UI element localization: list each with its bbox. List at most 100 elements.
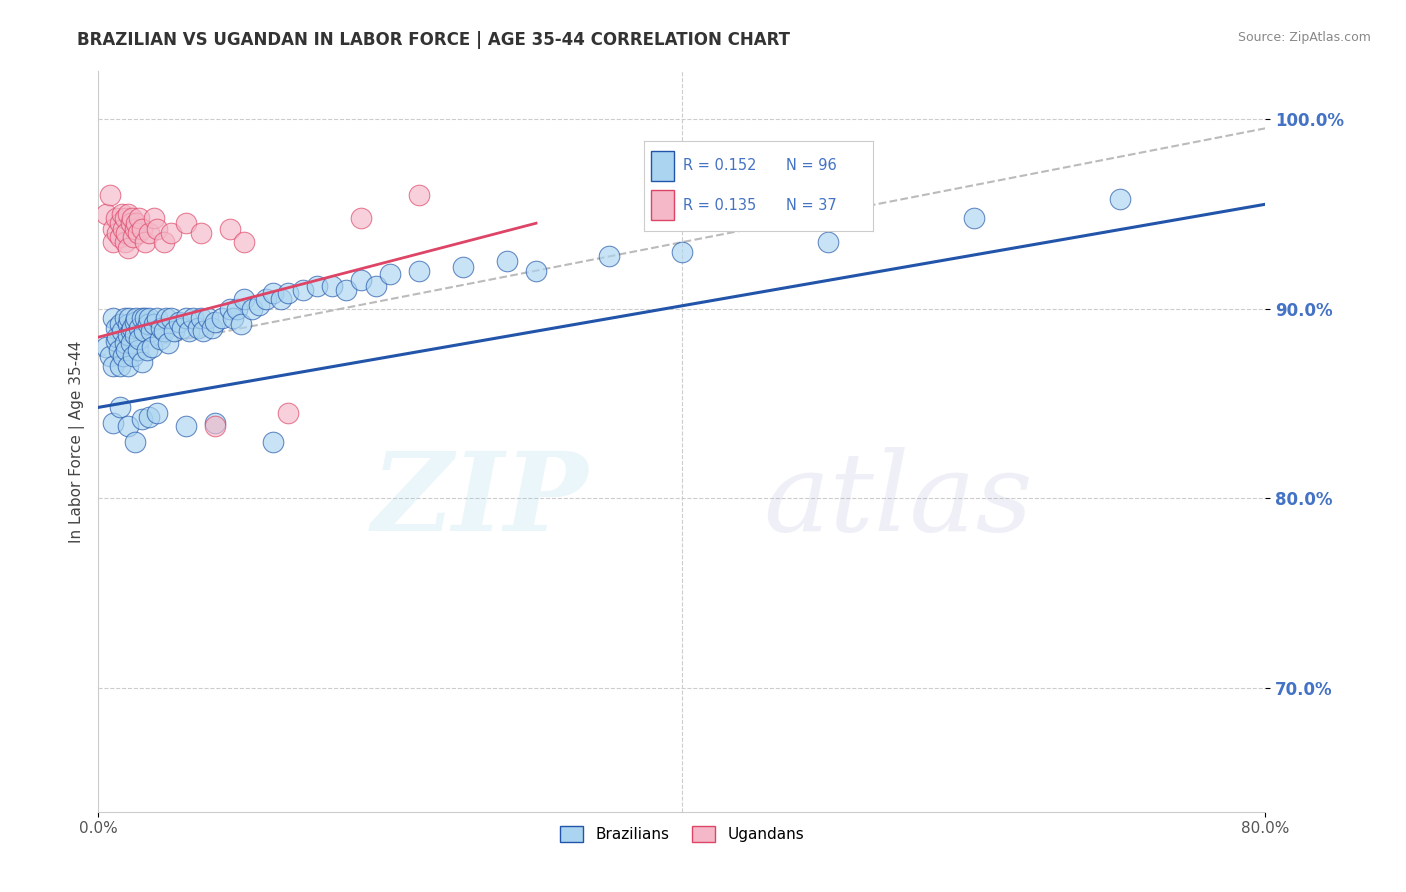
FancyBboxPatch shape	[651, 191, 673, 220]
Point	[142, 211, 165, 225]
Point	[111, 207, 134, 221]
Point	[167, 315, 190, 329]
Point	[174, 311, 197, 326]
Text: R = 0.152: R = 0.152	[683, 159, 756, 173]
Point	[277, 286, 299, 301]
Point	[364, 278, 387, 293]
Point	[262, 434, 284, 449]
Point	[146, 222, 169, 236]
Point	[408, 263, 430, 277]
Point	[121, 320, 143, 334]
Point	[146, 406, 169, 420]
Point	[127, 226, 149, 240]
Point	[451, 260, 474, 274]
Point	[157, 335, 180, 350]
Point	[138, 226, 160, 240]
Point	[124, 434, 146, 449]
Point	[962, 211, 984, 225]
Point	[105, 330, 128, 344]
Point	[247, 298, 270, 312]
Point	[112, 349, 135, 363]
Point	[108, 343, 131, 358]
Point	[291, 283, 314, 297]
Point	[132, 325, 155, 339]
Legend: Brazilians, Ugandans: Brazilians, Ugandans	[554, 821, 810, 848]
Point	[120, 216, 142, 230]
Point	[122, 229, 145, 244]
Point	[118, 311, 141, 326]
Point	[218, 222, 240, 236]
Point	[125, 216, 148, 230]
Point	[598, 248, 620, 262]
Point	[218, 301, 240, 316]
Point	[117, 419, 139, 434]
Point	[254, 292, 277, 306]
Point	[141, 340, 163, 354]
FancyBboxPatch shape	[651, 152, 673, 181]
Point	[114, 311, 136, 326]
Point	[160, 311, 183, 326]
Point	[233, 235, 256, 250]
Point	[117, 328, 139, 343]
Point	[128, 320, 150, 334]
Text: Source: ZipAtlas.com: Source: ZipAtlas.com	[1237, 31, 1371, 45]
Point	[110, 359, 132, 373]
Point	[138, 409, 160, 424]
Point	[211, 311, 233, 326]
Point	[104, 320, 127, 334]
Point	[221, 311, 243, 326]
Point	[111, 325, 134, 339]
Point	[240, 301, 263, 316]
Point	[408, 187, 430, 202]
Point	[128, 211, 150, 225]
Point	[101, 235, 124, 250]
Point	[181, 311, 204, 326]
Point	[187, 320, 209, 334]
Point	[138, 311, 160, 326]
Point	[134, 311, 156, 326]
Point	[121, 211, 143, 225]
Point	[146, 311, 169, 326]
Point	[231, 317, 253, 331]
Point	[117, 207, 139, 221]
Point	[125, 311, 148, 326]
Point	[174, 216, 197, 230]
Point	[177, 325, 200, 339]
Point	[110, 216, 132, 230]
Point	[104, 211, 127, 225]
Point	[1108, 192, 1130, 206]
Point	[335, 283, 357, 297]
Point	[204, 416, 226, 430]
Point	[270, 292, 292, 306]
Point	[114, 335, 136, 350]
Point	[110, 317, 132, 331]
Point	[190, 311, 212, 326]
Point	[131, 311, 153, 326]
Point	[307, 278, 329, 293]
Text: atlas: atlas	[763, 447, 1033, 555]
Point	[131, 411, 153, 425]
Point	[114, 235, 136, 250]
Point	[153, 325, 176, 339]
Point	[204, 419, 226, 434]
Point	[115, 226, 138, 240]
Point	[101, 311, 124, 326]
Point	[135, 343, 157, 358]
Point	[193, 325, 215, 339]
Text: BRAZILIAN VS UGANDAN IN LABOR FORCE | AGE 35-44 CORRELATION CHART: BRAZILIAN VS UGANDAN IN LABOR FORCE | AG…	[77, 31, 790, 49]
Point	[524, 263, 547, 277]
Point	[226, 301, 249, 316]
Point	[149, 332, 172, 346]
Point	[124, 222, 146, 236]
Point	[136, 317, 159, 331]
Text: R = 0.135: R = 0.135	[683, 198, 756, 212]
Point	[98, 349, 121, 363]
Point	[155, 311, 177, 326]
Point	[380, 268, 402, 282]
Point	[197, 311, 219, 326]
Point	[127, 343, 149, 358]
Point	[94, 340, 117, 354]
Text: ZIP: ZIP	[373, 447, 589, 555]
Point	[190, 226, 212, 240]
Point	[105, 226, 128, 240]
